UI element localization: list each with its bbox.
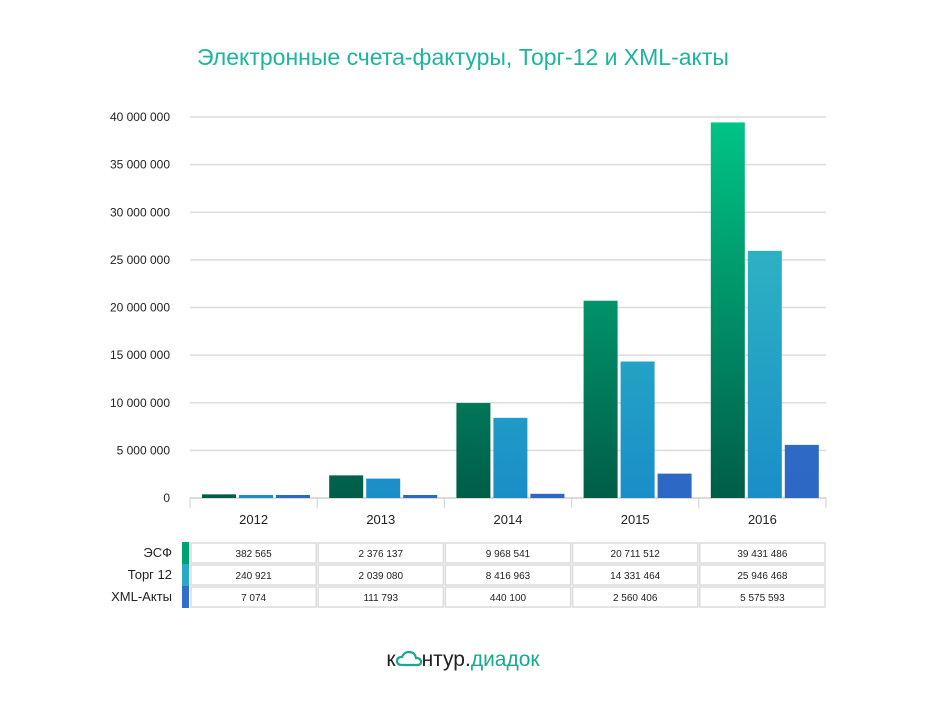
bar-Торг 12 [239, 495, 273, 498]
logo-text-kontur: нтур. [421, 648, 471, 671]
bar-XML-Акты [657, 473, 692, 498]
bar-XML-Акты [403, 495, 438, 498]
x-tick-label: 2015 [621, 512, 650, 527]
bar-ЭСФ [710, 122, 745, 498]
data-label: 20 711 512 [611, 549, 661, 560]
data-label: 39 431 486 [737, 549, 787, 560]
table-cell [444, 542, 572, 564]
logo: к нтур.диадок [0, 648, 926, 672]
y-tick-label: 25 000 000 [110, 253, 170, 267]
y-tick-label: 35 000 000 [110, 158, 170, 172]
y-tick-label: 0 [163, 491, 170, 505]
data-label: 7 074 [241, 593, 266, 604]
bar-Торг 12 [493, 417, 528, 498]
table-cell [317, 586, 445, 608]
data-label: 440 100 [490, 593, 527, 604]
bar-ЭСФ [202, 494, 236, 498]
table-cell [317, 542, 445, 564]
logo-text-diadok: диадок [470, 648, 540, 671]
legend-label: ЭСФ [143, 545, 172, 560]
table-cell [699, 586, 826, 608]
legend-label: Торг 12 [128, 567, 172, 582]
table-cell [190, 586, 317, 608]
data-label: 2 560 406 [613, 593, 658, 604]
data-label: 5 575 593 [740, 593, 785, 604]
bar-ЭСФ [583, 300, 618, 498]
legend-label: XML-Акты [111, 589, 172, 604]
table-cell [699, 564, 826, 586]
table-cell [190, 542, 317, 564]
table-cell [317, 564, 445, 586]
cloud-icon [395, 650, 422, 667]
data-label: 111 793 [363, 593, 398, 604]
bar-XML-Акты [784, 444, 819, 498]
legend-swatch [182, 542, 189, 564]
table-cell [571, 542, 699, 564]
table-cell [571, 564, 699, 586]
y-tick-label: 40 000 000 [110, 110, 170, 124]
table-cell [444, 564, 572, 586]
bar-Торг 12 [747, 250, 782, 498]
legend-swatch [182, 586, 189, 608]
y-tick-label: 20 000 000 [110, 301, 170, 315]
data-label: 382 565 [236, 549, 273, 560]
data-label: 8 416 963 [486, 571, 531, 582]
x-tick-label: 2012 [239, 512, 268, 527]
logo-text-k: к [386, 648, 396, 671]
x-tick-label: 2016 [748, 512, 777, 527]
table-cell [571, 586, 699, 608]
x-tick-label: 2013 [366, 512, 395, 527]
bar-ЭСФ [456, 403, 491, 498]
data-label: 25 946 468 [737, 571, 787, 582]
x-tick-label: 2014 [494, 512, 523, 527]
chart-title: Электронные счета-фактуры, Торг-12 и XML… [197, 44, 729, 70]
data-label: 2 039 080 [359, 571, 404, 582]
bar-Торг 12 [620, 361, 655, 498]
table-cell [190, 564, 317, 586]
data-label: 9 968 541 [486, 549, 531, 560]
y-tick-label: 10 000 000 [110, 396, 170, 410]
y-tick-label: 15 000 000 [110, 348, 170, 362]
y-tick-label: 5 000 000 [117, 443, 171, 457]
table-cell [444, 586, 572, 608]
y-tick-label: 30 000 000 [110, 205, 170, 219]
bar-XML-Акты [276, 495, 310, 498]
legend-swatch [182, 564, 189, 586]
bar-XML-Акты [530, 493, 565, 498]
data-label: 240 921 [236, 571, 273, 582]
table-cell [699, 542, 826, 564]
bar-ЭСФ [329, 475, 364, 498]
data-label: 2 376 137 [359, 549, 404, 560]
data-label: 14 331 464 [610, 571, 660, 582]
bar-Торг 12 [366, 478, 401, 498]
